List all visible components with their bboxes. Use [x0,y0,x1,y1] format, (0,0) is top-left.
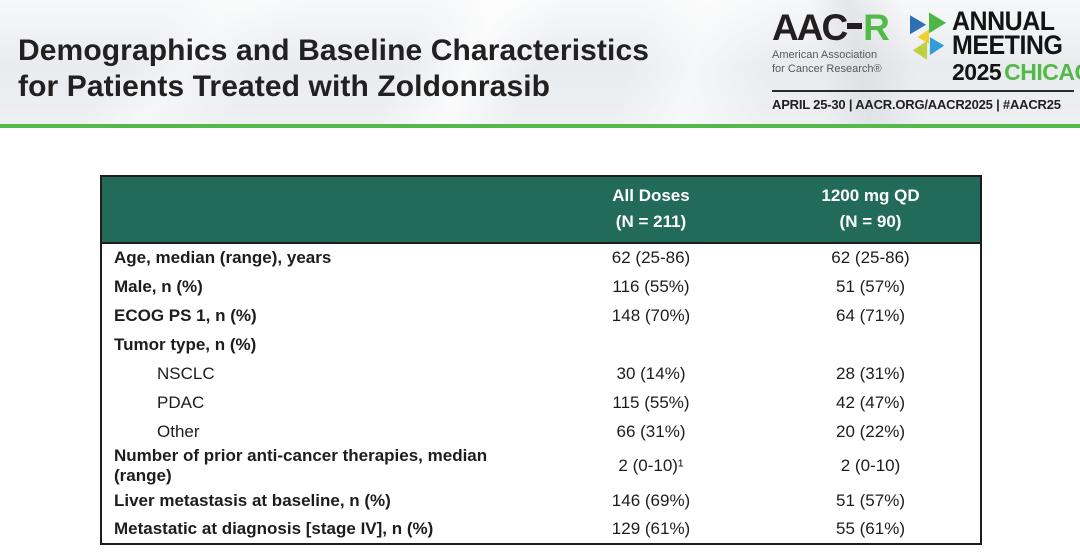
row-label: Age, median (range), years [114,248,332,267]
row-value-all-doses: 66 (31%) [616,421,686,441]
table-row-liver-metastasis: Liver metastasis at baseline, n (%) 146 … [101,486,981,515]
meeting-year-city: 2025CHICAGO [952,61,1080,84]
row-value-all-doses: 115 (55%) [612,392,690,412]
row-value-1200mg: 42 (47%) [836,392,905,412]
table-header-row: All Doses (N = 211) 1200 mg QD (N = 90) [101,176,981,244]
row-value-1200mg: 20 (22%) [836,421,905,441]
row-label: Number of prior anti-cancer therapies, m… [114,446,488,485]
row-value-all-doses: 2 (0-10)¹ [618,456,684,475]
aacr-wordmark-block: AAC R American Association for Cancer Res… [772,9,908,77]
meeting-city: CHICAGO [1004,59,1080,85]
row-label: Tumor type, n (%) [114,334,257,354]
row-label: PDAC [157,392,205,412]
slide-header: Demographics and Baseline Characteristic… [0,0,1080,124]
row-value-all-doses: 146 (69%) [611,490,691,510]
row-label: ECOG PS 1, n (%) [114,305,257,325]
meeting-year: 2025 [952,59,1002,85]
row-value-1200mg: 28 (31%) [836,363,905,383]
header-1200mg-line2: (N = 90) [839,211,902,231]
wordmark-bar-icon [847,23,863,30]
slide-title-line1: Demographics and Baseline Characteristic… [18,34,650,67]
row-value-1200mg: 51 (57%) [836,490,905,510]
aacr-logo-top: AAC R American Association for Cancer Res… [772,8,1080,84]
aacr-org-line2: for Cancer Research® [772,62,882,75]
row-value-1200mg [761,330,981,359]
wordmark-r: R [863,7,890,48]
table-row-other: Other 66 (31%) 20 (22%) [101,417,981,446]
row-value-all-doses: 148 (70%) [611,305,691,325]
row-label: Other [157,421,200,441]
aacr-wordmark: AAC R [772,9,908,46]
header-1200mg-line1: 1200 mg QD [821,186,920,205]
table-row-tumor-type: Tumor type, n (%) [101,330,981,359]
row-value-1200mg: 64 (71%) [836,305,905,325]
wordmark-aac: AAC [772,7,848,48]
table-row-pdac: PDAC 115 (55%) 42 (47%) [101,388,981,417]
baseline-characteristics-table: All Doses (N = 211) 1200 mg QD (N = 90) … [100,175,982,545]
row-value-all-doses: 129 (61%) [611,519,691,538]
row-label: Metastatic at diagnosis [stage IV], n (%… [114,519,434,538]
table-row-nsclc: NSCLC 30 (14%) 28 (31%) [101,359,981,388]
accent-rule [0,124,1080,128]
table-row-prior-therapies: Number of prior anti-cancer therapies, m… [101,446,981,486]
table-row-age: Age, median (range), years 62 (25-86) 62… [101,243,981,272]
row-label: NSCLC [157,363,215,383]
meeting-tagline: APRIL 25-30 | AACR.ORG/AACR2025 | #AACR2… [772,90,1074,112]
row-value-all-doses [541,330,761,359]
meeting-line1: ANNUAL [952,6,1055,37]
aacr-org-name: American Association for Cancer Research… [772,49,908,77]
row-value-1200mg: 2 (0-10) [840,456,901,475]
aacr-logo: AAC R American Association for Cancer Res… [772,8,1080,112]
row-label: Male, n (%) [114,276,203,296]
row-label: Liver metastasis at baseline, n (%) [114,490,391,510]
table-row-metastatic-diagnosis: Metastatic at diagnosis [stage IV], n (%… [101,515,981,544]
header-all-doses-line1: All Doses [612,186,690,205]
header-1200mg-cell: 1200 mg QD (N = 90) [761,176,981,244]
slide-title: Demographics and Baseline Characteristic… [18,33,649,105]
row-value-all-doses: 30 (14%) [616,363,686,383]
header-all-doses-line2: (N = 211) [615,211,687,231]
row-value-all-doses: 116 (55%) [612,276,690,296]
row-value-all-doses: 62 (25-86) [611,248,691,267]
aacr-chevron-icon [910,12,947,60]
meeting-line2: MEETING [952,30,1063,61]
aacr-org-line1: American Association [772,49,878,61]
row-value-1200mg: 55 (61%) [836,519,905,538]
table-row-ecog: ECOG PS 1, n (%) 148 (70%) 64 (71%) [101,301,981,330]
annual-meeting-lockup: ANNUAL MEETING 2025CHICAGO [952,6,1080,84]
header-all-doses-cell: All Doses (N = 211) [541,176,761,244]
row-value-1200mg: 62 (25-86) [831,248,910,267]
table-row-male: Male, n (%) 116 (55%) 51 (57%) [101,272,981,301]
header-parameter-cell [101,176,541,244]
slide: Demographics and Baseline Characteristic… [0,0,1080,545]
slide-title-line2: for Patients Treated with Zoldonrasib [18,70,551,103]
row-value-1200mg: 51 (57%) [836,276,905,296]
